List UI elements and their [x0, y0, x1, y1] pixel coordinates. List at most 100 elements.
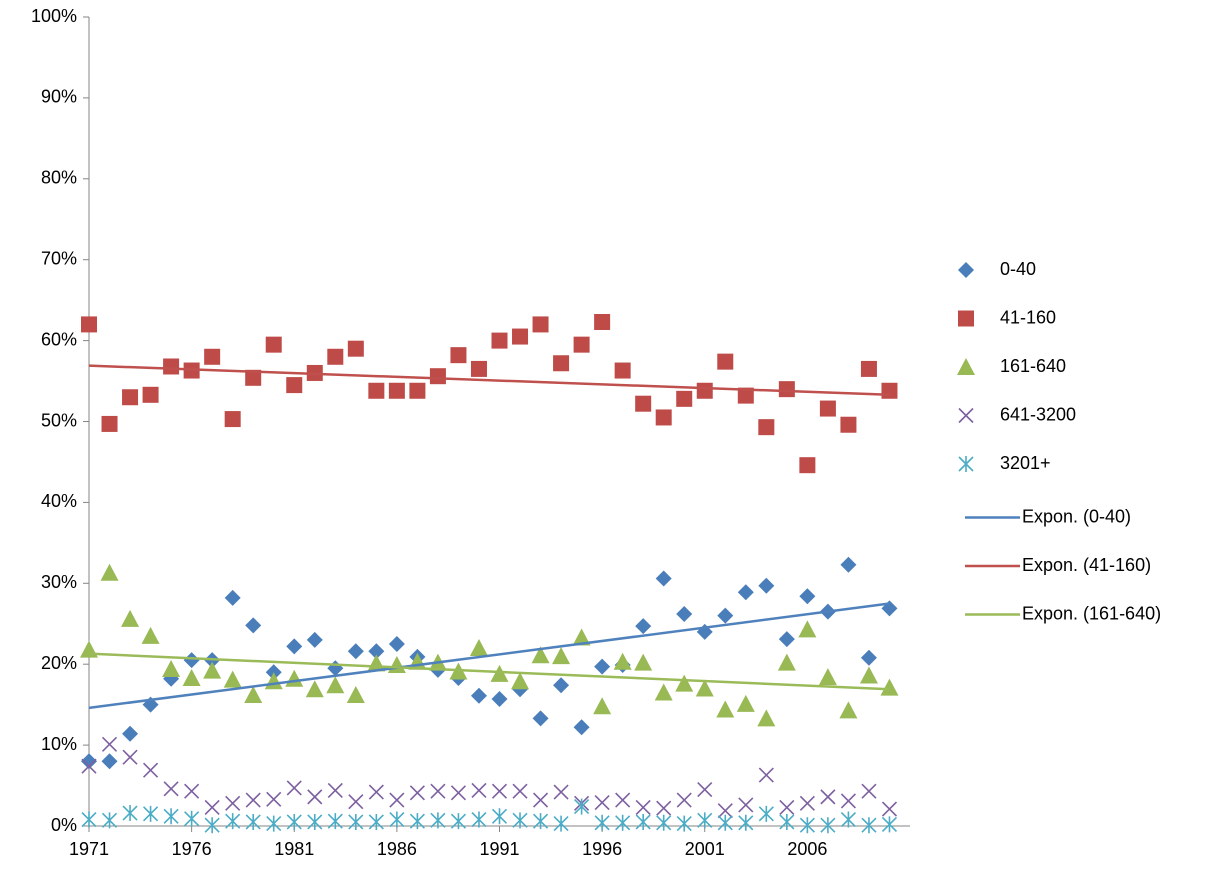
legend-label: 3201+ — [1000, 453, 1051, 473]
point — [573, 719, 590, 736]
point — [286, 638, 303, 655]
point — [389, 792, 405, 808]
point — [286, 813, 302, 830]
x-tick-label: 1976 — [172, 839, 212, 859]
point — [204, 817, 220, 834]
point — [696, 382, 713, 399]
y-tick-label: 20% — [41, 653, 77, 673]
point — [471, 811, 487, 828]
point — [347, 340, 364, 357]
y-tick-label: 60% — [41, 329, 77, 349]
point — [553, 784, 569, 800]
point — [81, 316, 97, 333]
point — [264, 672, 283, 690]
point — [881, 600, 898, 617]
point — [717, 814, 733, 831]
point — [676, 792, 692, 808]
point — [430, 783, 446, 799]
point — [717, 803, 733, 819]
point — [614, 362, 631, 379]
y-tick-label: 30% — [41, 572, 77, 592]
legend-marker — [958, 407, 974, 424]
point — [307, 789, 323, 805]
point — [450, 347, 467, 364]
point — [758, 419, 775, 436]
point — [81, 758, 97, 774]
point — [182, 668, 201, 686]
point — [532, 792, 549, 808]
point — [635, 813, 651, 830]
y-tick-label: 40% — [41, 491, 77, 511]
legend-label: 641-3200 — [1000, 404, 1076, 424]
point — [655, 409, 672, 426]
point — [306, 631, 323, 648]
y-tick-label: 0% — [51, 815, 77, 835]
point — [305, 680, 324, 698]
point — [490, 664, 509, 682]
point — [163, 358, 180, 375]
x-tick-label: 1971 — [69, 839, 109, 859]
point — [840, 811, 856, 828]
x-tick-label: 1991 — [479, 839, 519, 859]
x-tick-label: 1981 — [274, 839, 314, 859]
point — [757, 709, 776, 727]
point — [122, 725, 139, 742]
legend-label: 41-160 — [1000, 307, 1056, 327]
point — [348, 794, 364, 810]
legend-label: Expon. (0-40) — [1022, 506, 1131, 526]
y-tick-label: 80% — [41, 168, 77, 188]
legend-label: 161-640 — [1000, 356, 1066, 376]
point — [327, 348, 344, 365]
point — [635, 395, 652, 412]
point — [511, 672, 530, 690]
point — [409, 785, 425, 801]
point — [654, 683, 673, 701]
point — [307, 813, 323, 830]
point — [224, 589, 241, 606]
point — [758, 767, 774, 783]
point — [512, 783, 528, 799]
point — [695, 679, 714, 697]
point — [675, 674, 694, 692]
y-tick-label: 100% — [31, 6, 77, 26]
point — [779, 813, 795, 830]
point — [245, 792, 261, 808]
point — [839, 701, 858, 719]
point — [225, 795, 241, 811]
point — [101, 736, 118, 752]
point — [553, 677, 570, 694]
point — [81, 811, 97, 828]
point — [861, 817, 877, 834]
point — [286, 780, 302, 796]
point — [389, 811, 405, 828]
point — [122, 749, 138, 765]
point — [184, 783, 200, 799]
point — [245, 369, 262, 386]
legend-marker — [958, 262, 974, 278]
point — [224, 411, 241, 428]
point — [203, 661, 222, 679]
point — [470, 360, 487, 377]
point — [777, 653, 796, 671]
point — [183, 652, 200, 669]
point — [143, 805, 159, 822]
point — [163, 808, 179, 825]
legend-label: Expon. (41-160) — [1022, 555, 1151, 575]
point — [101, 415, 118, 432]
point — [717, 607, 734, 624]
point — [820, 817, 836, 834]
point — [141, 626, 160, 644]
point — [860, 360, 877, 377]
point — [656, 814, 672, 831]
point — [470, 687, 487, 704]
trendline — [88, 602, 890, 710]
point — [245, 617, 262, 634]
point — [450, 785, 467, 801]
point — [429, 368, 446, 385]
point — [778, 381, 795, 398]
x-tick-label: 1986 — [377, 839, 417, 859]
point — [184, 810, 200, 827]
point — [122, 805, 138, 822]
point — [820, 789, 836, 805]
